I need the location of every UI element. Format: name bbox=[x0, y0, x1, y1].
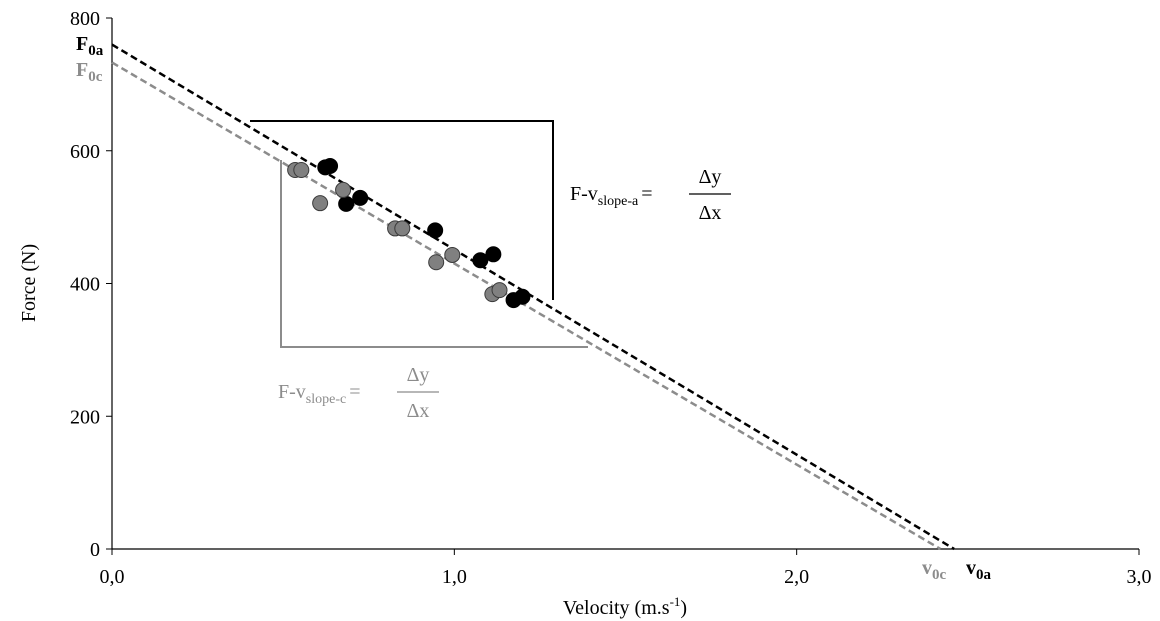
data-point bbox=[444, 246, 461, 263]
slope-label-text: F-v bbox=[278, 381, 306, 403]
slope-label-equals: = bbox=[641, 183, 652, 205]
x-axis-label-end: ) bbox=[680, 597, 687, 619]
slope-numerator: Δy bbox=[699, 166, 722, 188]
y-tick-label: 0 bbox=[90, 539, 100, 561]
data-point bbox=[485, 246, 502, 263]
y-tick-label: 800 bbox=[70, 8, 100, 30]
data-point bbox=[514, 288, 531, 305]
slope-label-sub: slope-c bbox=[306, 392, 346, 407]
x-tick-label: 1,0 bbox=[442, 566, 467, 588]
data-point bbox=[293, 161, 310, 178]
y-tick-label: 600 bbox=[70, 141, 100, 163]
slope-numerator: Δy bbox=[407, 364, 430, 386]
slope-label: F-vslope-a = bbox=[570, 183, 653, 209]
x-tick-label: 3,0 bbox=[1127, 566, 1152, 588]
data-point bbox=[428, 254, 445, 271]
y-tick-label: 400 bbox=[70, 274, 100, 296]
intercept-label: v0a bbox=[966, 557, 992, 583]
intercept-label: F0c bbox=[76, 59, 103, 85]
intercept-label-text: F bbox=[76, 59, 88, 81]
data-point bbox=[338, 195, 355, 212]
x-tick-label: 2,0 bbox=[784, 566, 809, 588]
fit-line bbox=[111, 61, 942, 551]
intercept-label: F0a bbox=[76, 33, 104, 59]
y-tick-label: 200 bbox=[70, 406, 100, 428]
intercept-label-sub: 0a bbox=[976, 567, 992, 583]
slope-a-bracket bbox=[250, 120, 554, 300]
fit-line bbox=[111, 43, 955, 551]
slope-c-bracket bbox=[280, 160, 588, 348]
slope-denominator: Δx bbox=[407, 400, 430, 422]
data-point bbox=[491, 282, 508, 299]
slope-label: F-vslope-c = bbox=[278, 381, 361, 407]
intercept-label-text: F bbox=[76, 33, 88, 55]
x-axis-label-sup: -1 bbox=[670, 594, 681, 609]
slope-label-text: F-v bbox=[570, 183, 598, 205]
x-tick-label: 0,0 bbox=[100, 566, 125, 588]
data-point bbox=[352, 189, 369, 206]
slope-label-sub: slope-a bbox=[598, 194, 639, 209]
intercept-label: v0c bbox=[922, 557, 947, 583]
intercept-label-text: v bbox=[966, 557, 976, 579]
intercept-label-sub: 0c bbox=[932, 567, 947, 583]
x-axis-label: Velocity (m.s-1) bbox=[563, 594, 687, 619]
data-point bbox=[312, 195, 329, 212]
slope-denominator: Δx bbox=[699, 202, 722, 224]
slope-label-equals: = bbox=[349, 381, 360, 403]
data-point bbox=[322, 158, 339, 175]
intercept-label-sub: 0c bbox=[88, 69, 103, 85]
y-axis-label: Force (N) bbox=[18, 244, 40, 322]
data-point bbox=[472, 252, 489, 269]
data-point bbox=[427, 222, 444, 239]
x-axis-label-text: Velocity (m.s bbox=[563, 597, 670, 619]
data-point bbox=[335, 181, 352, 198]
intercept-label-text: v bbox=[922, 557, 932, 579]
intercept-label-sub: 0a bbox=[88, 43, 104, 59]
data-point bbox=[394, 220, 411, 237]
